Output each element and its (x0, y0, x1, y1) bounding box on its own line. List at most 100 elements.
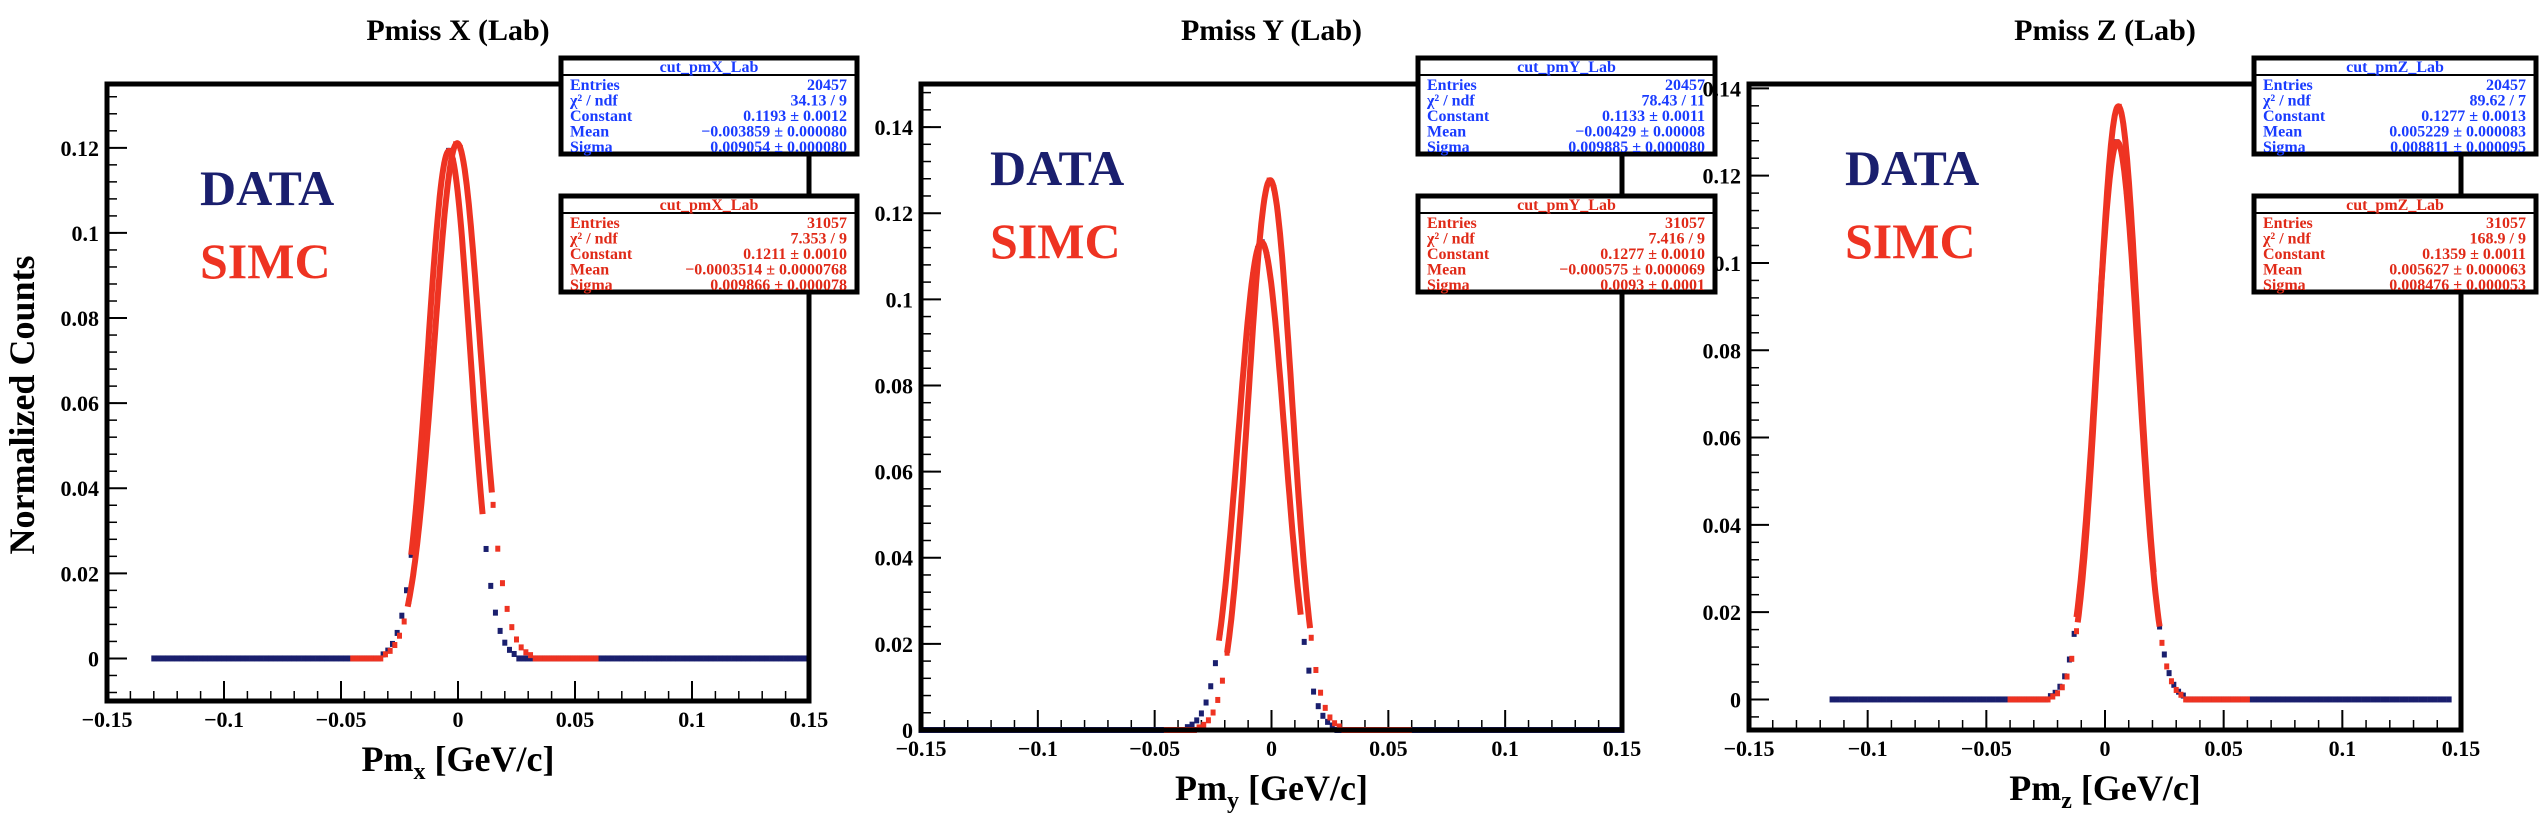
y-tick-label: 0.08 (61, 306, 100, 331)
data-point (1327, 714, 1333, 721)
data-point (2361, 696, 2367, 703)
stats-value: 0.008811 ± 0.000095 (2390, 139, 2526, 156)
data-point (745, 655, 751, 662)
data-point (2183, 696, 2189, 703)
plot-frame (104, 81, 812, 704)
stats-value: 0.009885 ± 0.000080 (1568, 139, 1705, 156)
data-point (521, 655, 527, 662)
data-point (291, 655, 297, 662)
data-point (1881, 696, 1887, 703)
data-point (2323, 696, 2329, 703)
data-point (319, 655, 325, 662)
data-point (373, 655, 379, 662)
data-point (2384, 696, 2390, 703)
data-point (787, 655, 793, 662)
y-tick-label: 0.12 (61, 136, 100, 161)
data-point (1320, 712, 1326, 719)
data-point (619, 655, 625, 662)
data-point (523, 649, 529, 656)
data-point (296, 655, 302, 662)
data-point (623, 655, 629, 662)
stats-value: 0.005627 ± 0.000063 (2389, 262, 2526, 279)
data-point (2168, 678, 2174, 685)
data-point (399, 612, 405, 619)
stats-label: Constant (570, 108, 633, 125)
data-point (1829, 696, 1835, 703)
stats-label: Entries (2263, 215, 2313, 232)
data-point (1862, 696, 1868, 703)
data-point (408, 551, 414, 558)
x-axis-label: Pmx [GeV/c] (362, 739, 555, 785)
data-point (1318, 689, 1324, 696)
y-tick-label: 0.12 (1703, 164, 1742, 189)
data-point (483, 545, 489, 552)
data-point (2211, 696, 2217, 703)
data-point (2166, 670, 2172, 677)
data-point (404, 587, 410, 594)
data-point (2271, 696, 2277, 703)
data-point (609, 655, 615, 662)
data-point (310, 655, 316, 662)
stats-label: Mean (1427, 124, 1466, 141)
data-point (2000, 696, 2006, 703)
data-point (516, 655, 522, 662)
data-point (301, 655, 307, 662)
data-point (773, 655, 779, 662)
stats-box-simc: cut_pmZ_Lab Entries 31057 χ² / ndf 168.9 / 9… (2251, 193, 2539, 295)
data-point (560, 655, 566, 662)
data-point (1948, 696, 1954, 703)
data-point (2178, 691, 2184, 698)
data-point (368, 655, 374, 662)
data-point (2394, 696, 2400, 703)
data-point (2159, 639, 2165, 646)
y-tick-label: 0.08 (875, 373, 914, 398)
y-tick-label: 0.12 (875, 201, 914, 226)
data-point (2427, 696, 2433, 703)
stats-label: Constant (570, 246, 633, 263)
data-point (2244, 696, 2250, 703)
data-point (1308, 634, 1314, 641)
data-point (2422, 696, 2428, 703)
data-point (492, 609, 498, 616)
data-point (2432, 696, 2438, 703)
panel-1: Pmiss X (Lab) 0 0.02 0.04 0.06 0.08 0.1 0.12 −0.… (61, 14, 860, 785)
data-point (193, 655, 199, 662)
data-point (1201, 721, 1207, 728)
x-axis-label-subscript: z (2061, 788, 2072, 814)
data-point (1896, 696, 1902, 703)
data-point (605, 655, 611, 662)
data-point (2230, 696, 2236, 703)
data-point (1313, 666, 1319, 673)
data-point (2418, 696, 2424, 703)
data-point (2202, 696, 2208, 703)
data-point (1957, 696, 1963, 703)
stats-label: Entries (570, 215, 620, 232)
data-point (801, 655, 807, 662)
data-point (2294, 696, 2300, 703)
data-point (2351, 696, 2357, 703)
data-point (359, 655, 365, 662)
data-point (499, 580, 505, 587)
stats-value: 0.1359 ± 0.0011 (2422, 246, 2526, 263)
data-point (329, 655, 335, 662)
x-axis-label-main: Pm (362, 739, 414, 779)
y-tick-label: 0 (1730, 687, 1741, 712)
data-point (511, 650, 517, 657)
data-point (2446, 696, 2452, 703)
data-point (514, 636, 519, 643)
data-point (1834, 696, 1840, 703)
stats-label: Mean (1427, 262, 1466, 279)
data-point (628, 655, 634, 662)
x-axis-label: Pmy [GeV/c] (1175, 768, 1368, 814)
data-point (551, 655, 557, 662)
stats-label: χ² / ndf (569, 93, 618, 110)
stats-label: Entries (1427, 77, 1477, 94)
data-point (1315, 703, 1321, 710)
data-point (1905, 696, 1911, 703)
x-tick-label: 0.15 (2442, 736, 2481, 761)
data-point (2370, 696, 2376, 703)
data-point (792, 655, 798, 662)
data-point (174, 655, 180, 662)
stats-value: 168.9 / 9 (2470, 231, 2526, 248)
x-axis-label-subscript: y (1227, 788, 1239, 814)
